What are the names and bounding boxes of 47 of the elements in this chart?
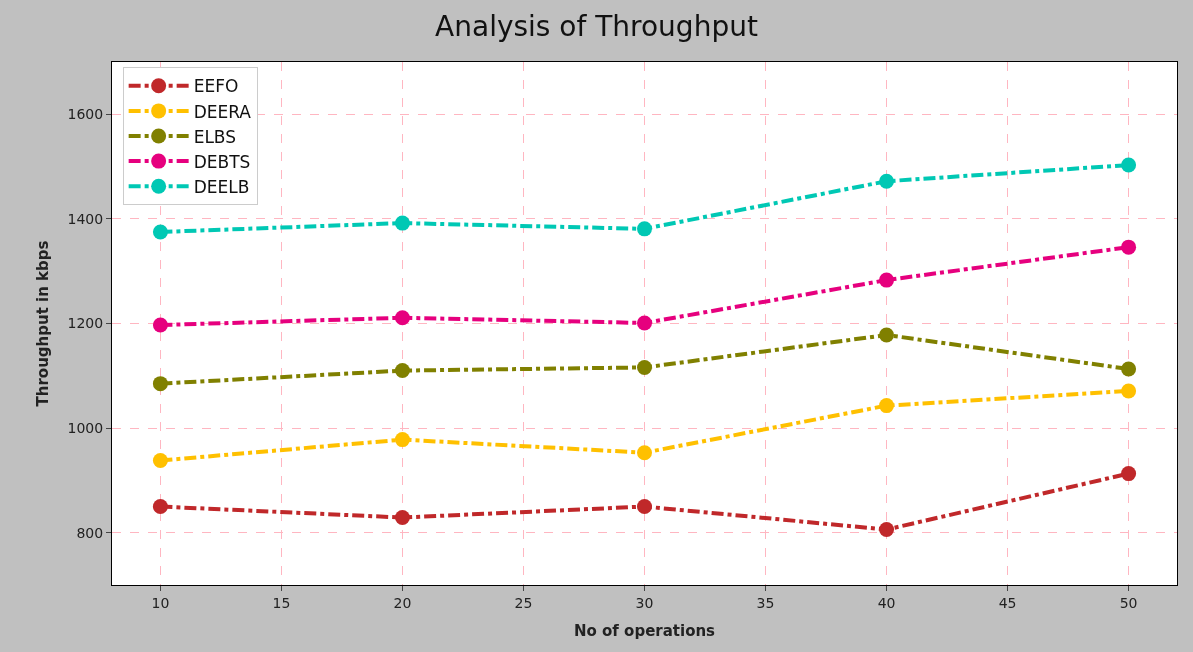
x-tick-label: 10 bbox=[151, 594, 170, 611]
y-tick-label: 1600 bbox=[67, 106, 104, 123]
point bbox=[1121, 239, 1137, 255]
point bbox=[879, 272, 895, 288]
point bbox=[637, 445, 652, 461]
y-axis-title: Throughput in kbps bbox=[33, 240, 52, 407]
point bbox=[152, 224, 168, 240]
point bbox=[394, 432, 410, 448]
point bbox=[152, 317, 168, 333]
legend-label: EEFO bbox=[193, 76, 239, 97]
point bbox=[1121, 466, 1137, 482]
point bbox=[1121, 157, 1137, 173]
x-tick-label: 20 bbox=[393, 594, 412, 611]
legend-label: DEELB bbox=[193, 176, 250, 197]
x-axis-title: No of operations bbox=[573, 621, 716, 640]
point bbox=[637, 315, 652, 331]
point bbox=[394, 310, 410, 326]
x-tick-label: 15 bbox=[272, 594, 291, 611]
y-tick-label: 800 bbox=[76, 524, 104, 541]
point bbox=[637, 221, 652, 237]
x-tick-label: 25 bbox=[514, 594, 533, 611]
y-tick-label: 1200 bbox=[67, 315, 104, 332]
x-tick-label: 50 bbox=[1119, 594, 1138, 611]
point bbox=[879, 327, 895, 343]
legend-label: DEBTS bbox=[193, 151, 251, 172]
x-tick-label: 30 bbox=[635, 594, 654, 611]
point bbox=[879, 173, 895, 189]
point bbox=[152, 453, 168, 469]
point bbox=[152, 499, 168, 515]
y-tick-label: 1000 bbox=[67, 420, 104, 436]
point bbox=[394, 215, 410, 231]
legend-label: DEERA bbox=[193, 101, 252, 122]
y-tick-label: 1400 bbox=[67, 210, 104, 227]
point bbox=[637, 499, 652, 515]
x-tick-label: 35 bbox=[756, 594, 775, 611]
point bbox=[394, 510, 410, 526]
point bbox=[394, 363, 410, 379]
point bbox=[637, 359, 652, 375]
point bbox=[1121, 361, 1137, 377]
point bbox=[1121, 383, 1137, 399]
x-tick-label: 45 bbox=[998, 594, 1017, 611]
x-tick-label: 40 bbox=[877, 594, 896, 611]
legend-label: ELBS bbox=[193, 126, 237, 147]
point bbox=[152, 376, 168, 392]
chart-title: Analysis of Throughput bbox=[435, 9, 758, 43]
point bbox=[879, 522, 895, 538]
point bbox=[879, 398, 895, 414]
